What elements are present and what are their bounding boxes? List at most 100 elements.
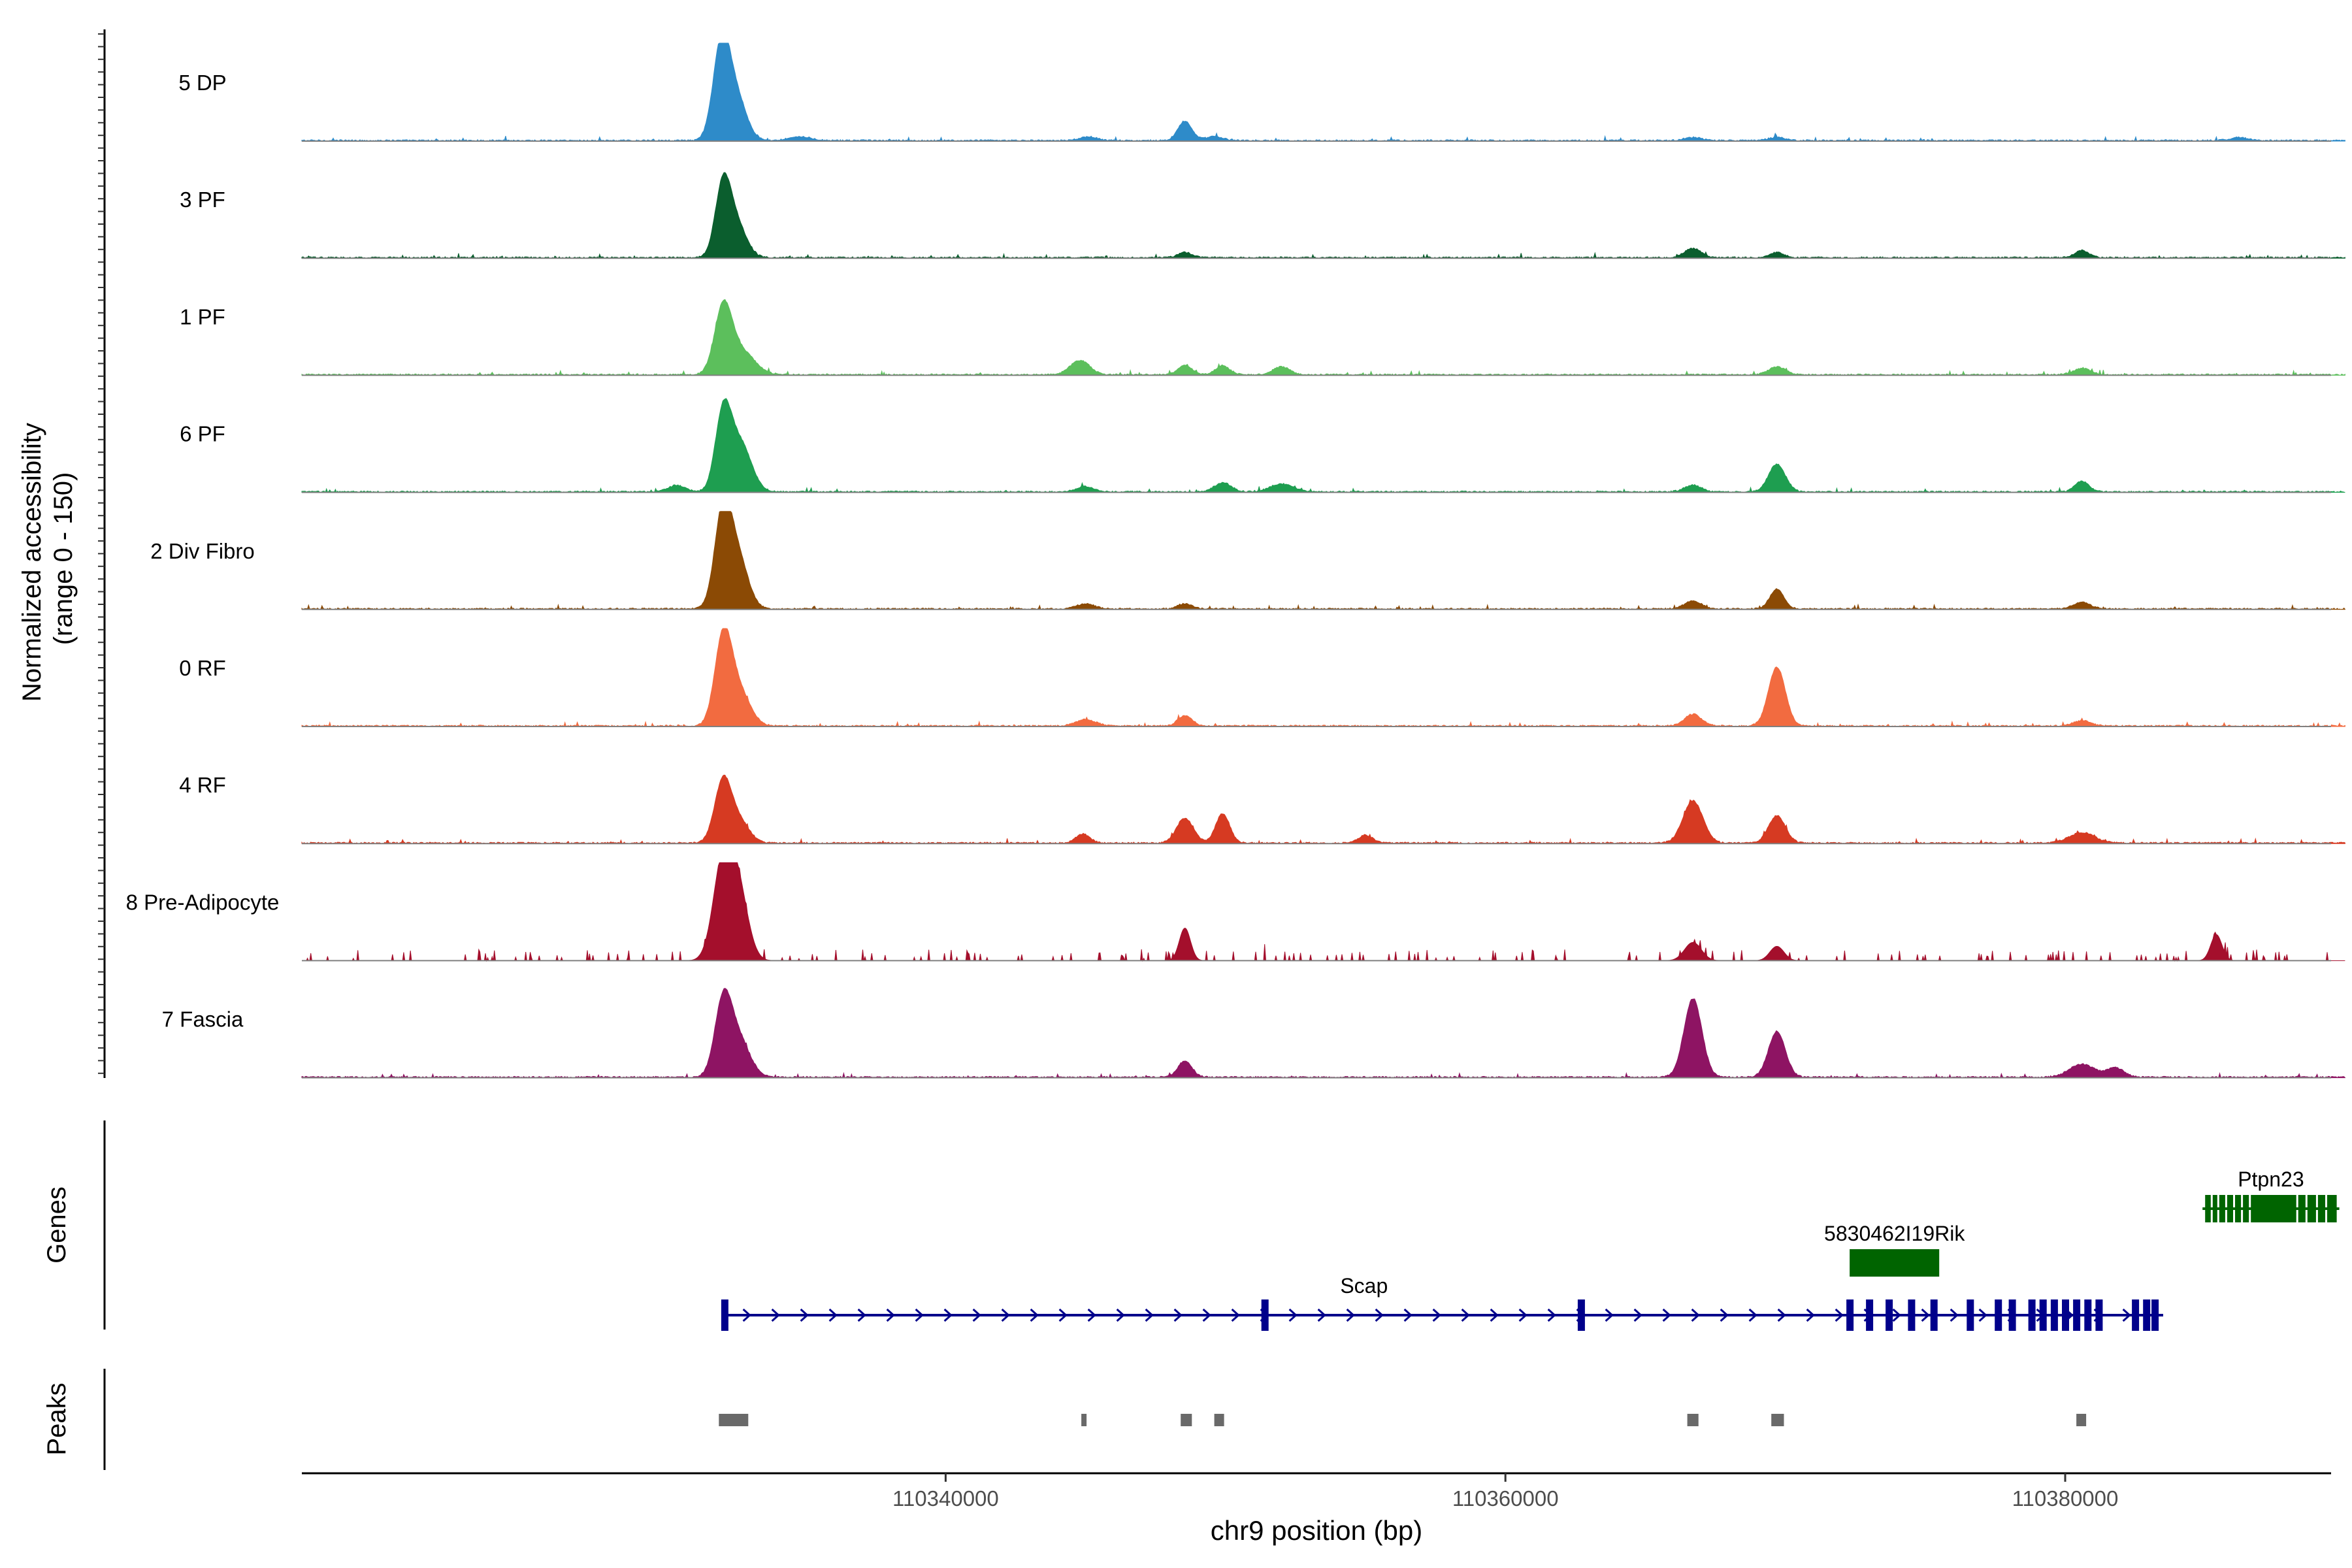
- gene-exon: [1886, 1299, 1893, 1331]
- gene-ptpn23: Ptpn23: [2202, 1168, 2340, 1222]
- strand-arrow: [771, 1308, 780, 1322]
- strand-arrow: [1691, 1308, 1700, 1322]
- gene-exon: [2073, 1299, 2081, 1331]
- gene-exon: [1866, 1299, 1874, 1331]
- peaks-track-label: Peaks: [42, 1382, 71, 1455]
- gene-label: Scap: [1340, 1274, 1388, 1298]
- x-tick-label: 110340000: [892, 1486, 999, 1511]
- peak-regions: [719, 1414, 2087, 1426]
- strand-arrow: [1030, 1308, 1039, 1322]
- strand-arrow: [1892, 1308, 1901, 1322]
- strand-arrow: [1202, 1308, 1211, 1322]
- track-6-pf: 6 PF: [180, 398, 2345, 493]
- strand-arrow: [857, 1308, 866, 1322]
- strand-arrow: [1633, 1308, 1642, 1322]
- strand-arrow: [1461, 1308, 1470, 1322]
- track-8-pre-adipocyte: 8 Pre-Adipocyte: [126, 862, 2345, 962]
- track-4-rf: 4 RF: [179, 773, 2345, 845]
- track-label: 3 PF: [180, 188, 225, 212]
- strand-arrow: [1145, 1308, 1154, 1322]
- gene-exon: [1577, 1299, 1585, 1331]
- strand-arrow: [1116, 1308, 1125, 1322]
- strand-arrow: [1806, 1308, 1815, 1322]
- strand-arrow: [1518, 1308, 1527, 1322]
- strand-arrow: [1605, 1308, 1614, 1322]
- peak-region: [2076, 1414, 2087, 1426]
- gene-exon: [2095, 1299, 2103, 1331]
- peak-region: [719, 1414, 749, 1426]
- gene-exon: [2050, 1299, 2058, 1331]
- y-axis-title: Normalized accessibility (range 0 - 150): [18, 416, 78, 702]
- coverage-area: [301, 511, 2345, 610]
- strand-arrow: [972, 1308, 981, 1322]
- x-tick-label: 110360000: [1452, 1486, 1559, 1511]
- strand-arrow: [1288, 1308, 1298, 1322]
- gene-exon: [1908, 1299, 1916, 1331]
- y-axis-ticks: [98, 33, 105, 1074]
- strand-arrow: [828, 1308, 838, 1322]
- gene-exon: [2143, 1299, 2151, 1331]
- strand-arrow: [943, 1308, 953, 1322]
- gene-scap: Scap: [721, 1274, 2163, 1331]
- strand-arrow: [1921, 1308, 1930, 1322]
- strand-arrow: [1231, 1308, 1240, 1322]
- gene-exon: [2028, 1299, 2036, 1331]
- track-label: 4 RF: [179, 773, 226, 797]
- strand-arrow: [1173, 1308, 1183, 1322]
- track-label: 5 DP: [178, 71, 226, 95]
- gene-exon: [721, 1299, 728, 1331]
- peaks-track: Peaks: [42, 1369, 2087, 1470]
- gene-models: Scap 5830462I19Rik Ptpn23: [721, 1168, 2340, 1331]
- track-5-dp: 5 DP: [178, 42, 2345, 142]
- gene-exon: [1930, 1299, 1938, 1331]
- track-label: 2 Div Fibro: [150, 539, 255, 563]
- track-label: 8 Pre-Adipocyte: [126, 890, 280, 914]
- x-axis-ticks: 110340000 110360000 110380000: [892, 1473, 2118, 1511]
- coverage-area: [301, 774, 2345, 845]
- peak-region: [1771, 1414, 1784, 1426]
- track-label: 1 PF: [180, 304, 225, 329]
- strand-arrow: [1978, 1308, 1987, 1322]
- strand-arrow: [1490, 1308, 1499, 1322]
- strand-arrow: [1403, 1308, 1413, 1322]
- gene-exon: [2151, 1299, 2159, 1331]
- peak-region: [1687, 1414, 1699, 1426]
- gene-label: 5830462I19Rik: [1824, 1222, 1965, 1245]
- strand-arrow: [800, 1308, 809, 1322]
- track-3-pf: 3 PF: [180, 172, 2345, 259]
- strand-arrow: [915, 1308, 924, 1322]
- gene-body: [1850, 1249, 1940, 1277]
- genes-track-label: Genes: [42, 1186, 71, 1264]
- strand-arrow: [1950, 1308, 1959, 1322]
- strand-arrow: [1346, 1308, 1355, 1322]
- strand-arrow: [1001, 1308, 1010, 1322]
- track-0-rf: 0 RF: [179, 628, 2345, 727]
- strand-arrow: [886, 1308, 895, 1322]
- gene-exon: [1261, 1299, 1269, 1331]
- strand-arrow: [1662, 1308, 1671, 1322]
- strand-arrow: [1547, 1308, 1556, 1322]
- x-tick-label: 110380000: [2012, 1486, 2119, 1511]
- strand-arrow: [1317, 1308, 1326, 1322]
- y-axis-title-line-1: Normalized accessibility: [18, 423, 46, 702]
- gene-exon: [1846, 1299, 1854, 1331]
- strand-arrow: [1835, 1308, 1844, 1322]
- strand-arrow: [1748, 1308, 1757, 1322]
- track-label: 7 Fascia: [162, 1007, 244, 1032]
- peak-region: [1214, 1414, 1224, 1426]
- gene-exon: [2008, 1299, 2016, 1331]
- coverage-area: [301, 628, 2345, 727]
- coverage-tracks: 5 DP 3 PF 1 PF 6 PF 2 Div Fibro 0 RF 4 RF 8 Pre…: [126, 42, 2345, 1079]
- track-7-fascia: 7 Fascia: [162, 988, 2345, 1079]
- strand-arrow: [1720, 1308, 1729, 1322]
- strand-arrow: [1432, 1308, 1441, 1322]
- track-label: 6 PF: [180, 422, 225, 446]
- gene-exon: [2132, 1299, 2140, 1331]
- strand-arrow: [1375, 1308, 1384, 1322]
- strand-arrow: [1087, 1308, 1096, 1322]
- y-axis-title-line-2: (range 0 - 150): [49, 472, 78, 645]
- gene-label: Ptpn23: [2238, 1168, 2304, 1191]
- strand-arrow: [2122, 1308, 2131, 1322]
